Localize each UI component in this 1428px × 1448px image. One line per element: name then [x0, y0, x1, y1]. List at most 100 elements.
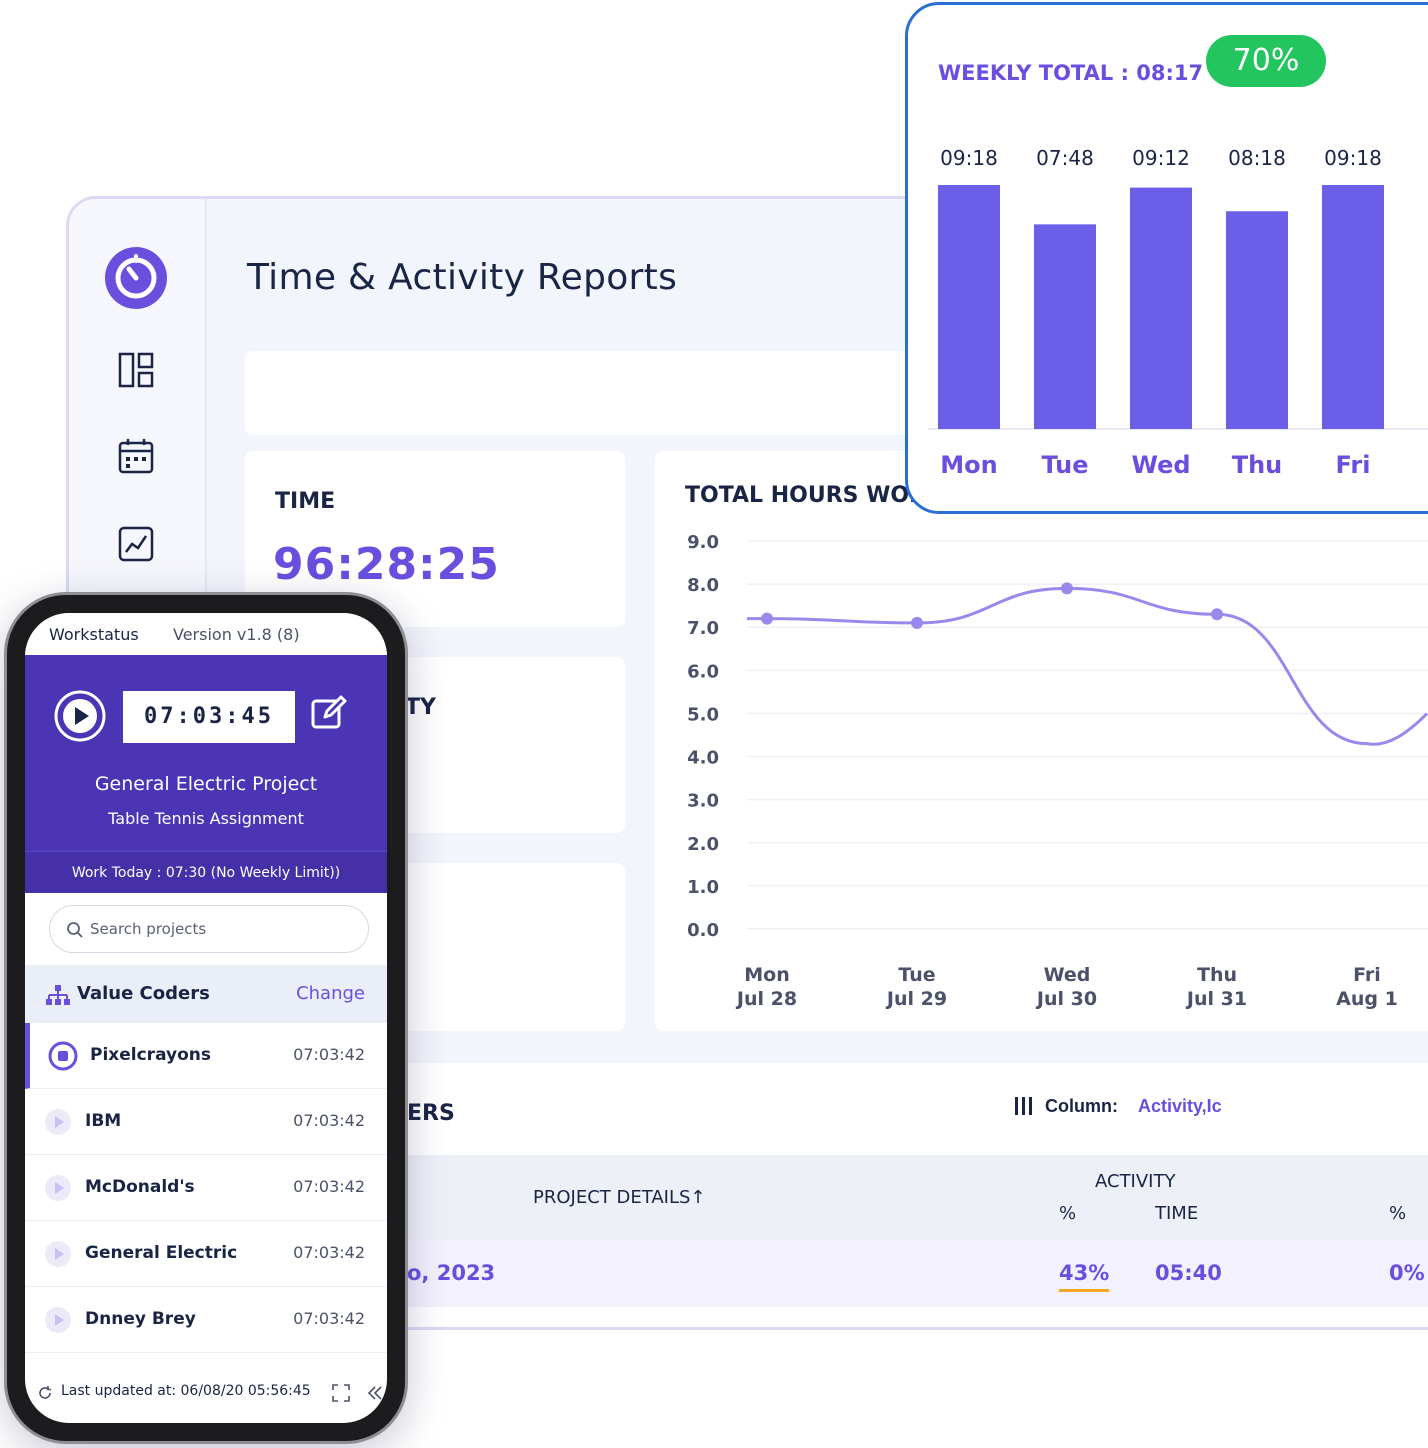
footer-bar: Last updated at: 06/08/20 05:56:45 [25, 1373, 387, 1413]
project-name: IBM [85, 1111, 122, 1131]
expand-icon[interactable] [331, 1383, 351, 1403]
timer-display: 07:03:45 [123, 691, 295, 743]
play-icon[interactable] [43, 1305, 73, 1335]
project-name: McDonald's [85, 1177, 195, 1197]
project-name: Pixelcrayons [90, 1045, 212, 1065]
activity-label: TY [405, 695, 436, 720]
header-activity: ACTIVITY [1095, 1171, 1176, 1192]
y-tick-label: 2.0 [687, 834, 719, 855]
bar-value-label: 09:18 [940, 146, 998, 170]
last-updated: Last updated at: 06/08/20 05:56:45 [61, 1383, 311, 1399]
bar-wed [1130, 187, 1192, 429]
edit-icon[interactable] [309, 693, 349, 733]
y-tick-label: 3.0 [687, 791, 719, 812]
play-icon[interactable] [43, 1239, 73, 1269]
weekly-total-title: WEEKLY TOTAL : 08:17 [938, 61, 1204, 85]
dashboard-icon[interactable] [117, 351, 155, 389]
column-selector[interactable]: Column: Activity,Ic [1013, 1095, 1222, 1117]
timer-logo-icon [115, 254, 157, 299]
header-activity-time: TIME [1155, 1203, 1199, 1224]
organization-bar: Value Coders Change [25, 965, 387, 1023]
bar-fri [1322, 185, 1384, 429]
project-item-ibm[interactable]: IBM 07:03:42 [25, 1089, 387, 1155]
column-value[interactable]: Activity,Ic [1137, 1095, 1222, 1116]
project-name: Dnney Brey [85, 1309, 196, 1329]
project-item-general-electric[interactable]: General Electric 07:03:42 [25, 1221, 387, 1287]
hours-data-point [1061, 582, 1073, 595]
header-project-details[interactable]: PROJECT DETAILS↑ [533, 1187, 706, 1208]
x-tick-day: Tue [898, 964, 935, 986]
column-label: Column: [1045, 1095, 1118, 1116]
x-tick-date: Jul 28 [735, 988, 797, 1010]
play-icon[interactable] [53, 689, 107, 743]
mobile-screen: Workstatus Version v1.8 (8) 07:03:45 Gen… [25, 613, 387, 1423]
project-time: 07:03:42 [293, 1045, 365, 1064]
project-time: 07:03:42 [293, 1177, 365, 1196]
table-header: PROJECT DETAILS↑ ACTIVITY % TIME % [207, 1155, 1428, 1239]
play-icon[interactable] [43, 1173, 73, 1203]
project-time: 07:03:42 [293, 1111, 365, 1130]
y-tick-label: 6.0 [687, 661, 719, 682]
reports-chart-icon[interactable] [117, 525, 155, 563]
collapse-icon[interactable] [365, 1383, 385, 1403]
project-time: 07:03:42 [293, 1243, 365, 1262]
work-today: Work Today : 07:30 (No Weekly Limit)) [25, 851, 387, 893]
row-activity-pct: 43% [1059, 1261, 1110, 1292]
bar-value-label: 09:12 [1132, 146, 1190, 170]
row-pct: 0% [1389, 1261, 1425, 1285]
project-name: General Electric [85, 1243, 238, 1263]
y-tick-label: 0.0 [687, 920, 719, 941]
search-icon [67, 922, 83, 938]
header-pct: % [1389, 1203, 1407, 1224]
row-date: o, 2023 [407, 1261, 496, 1285]
x-tick-date: Aug 1 [1336, 988, 1398, 1010]
page-title: Time & Activity Reports [247, 257, 678, 298]
row-time: 05:40 [1155, 1261, 1222, 1285]
stop-icon[interactable] [48, 1041, 78, 1071]
calendar-icon[interactable] [117, 437, 155, 475]
project-time: 07:03:42 [293, 1309, 365, 1328]
project-item-dnney-brey[interactable]: Dnney Brey 07:03:42 [25, 1287, 387, 1353]
search-box[interactable] [49, 905, 369, 953]
bar-value-label: 08:18 [1228, 146, 1286, 170]
weekly-percent-badge: 70% [1206, 35, 1326, 87]
y-tick-label: 8.0 [687, 575, 719, 596]
app-logo[interactable] [105, 247, 167, 309]
x-tick-date: Jul 29 [885, 988, 947, 1010]
y-tick-label: 7.0 [687, 618, 719, 639]
bar-tue [1034, 224, 1096, 429]
play-icon[interactable] [43, 1107, 73, 1137]
users-table: ERS Column: Activity,Ic PROJECT DETAILS↑… [207, 1063, 1428, 1327]
org-hierarchy-icon [46, 985, 70, 1005]
y-tick-label: 4.0 [687, 748, 719, 769]
app-version: Version v1.8 (8) [173, 625, 300, 644]
timer-panel: 07:03:45 General Electric Project Table … [25, 655, 387, 893]
mobile-device: Workstatus Version v1.8 (8) 07:03:45 Gen… [4, 592, 408, 1444]
x-tick-date: Jul 31 [1185, 988, 1247, 1010]
bar-value-label: 07:48 [1036, 146, 1094, 170]
app-name: Workstatus [49, 625, 139, 644]
org-change-link[interactable]: Change [296, 983, 365, 1004]
current-project: General Electric Project [94, 773, 318, 795]
x-tick-date: Jul 30 [1035, 988, 1097, 1010]
app-header: Workstatus Version v1.8 (8) [25, 613, 387, 655]
bar-thu [1226, 211, 1288, 429]
refresh-icon[interactable] [37, 1385, 53, 1401]
bar-value-label: 09:18 [1324, 146, 1382, 170]
search-input[interactable] [90, 918, 350, 940]
users-table-title: ERS [407, 1101, 455, 1126]
hours-data-point [761, 612, 773, 625]
x-tick-day: Wed [1044, 964, 1091, 986]
y-tick-label: 5.0 [687, 704, 719, 725]
time-label: TIME [275, 489, 336, 514]
chart-title: TOTAL HOURS WORI [685, 483, 935, 508]
current-task: Table Tennis Assignment [108, 809, 304, 828]
columns-icon [1015, 1097, 1032, 1115]
project-item-pixelcrayons[interactable]: Pixelcrayons 07:03:42 [25, 1023, 387, 1089]
y-tick-label: 1.0 [687, 877, 719, 898]
time-value: 96:28:25 [273, 539, 500, 590]
bar-category-label: Thu [1232, 451, 1283, 479]
bar-category-label: Fri [1336, 451, 1371, 479]
project-item-mcdonalds[interactable]: McDonald's 07:03:42 [25, 1155, 387, 1221]
table-row[interactable]: o, 2023 43% 05:40 0% [207, 1239, 1428, 1307]
